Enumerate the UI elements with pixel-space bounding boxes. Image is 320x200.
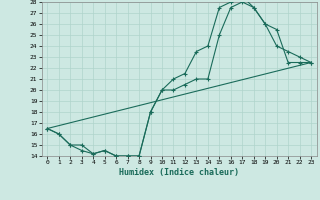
X-axis label: Humidex (Indice chaleur): Humidex (Indice chaleur) (119, 168, 239, 177)
